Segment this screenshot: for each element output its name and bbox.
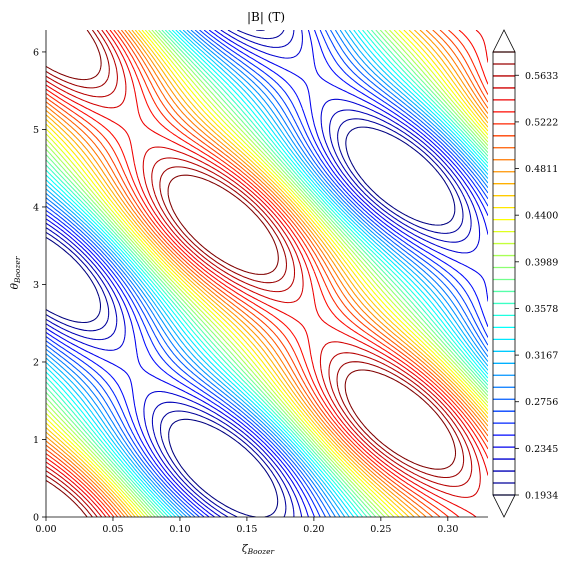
colorbar-tick-label: 0.3578 — [525, 304, 558, 315]
contour-level-19 — [46, 30, 488, 517]
contour-level-0 — [46, 30, 456, 517]
colorbar: 0.1934 0.2345 0.2756 0.3167 0.3578 0.3989 0.44… — [492, 29, 558, 518]
contour-level-14 — [46, 30, 488, 517]
y-tick-label: 5 — [33, 125, 39, 136]
contour-level-11 — [46, 30, 488, 517]
x-tick-label: 0.20 — [303, 524, 324, 535]
contour-level-25 — [46, 30, 488, 517]
colorbar-tick-label: 0.5222 — [525, 117, 558, 128]
contour-level-7 — [46, 30, 488, 517]
x-axis-label: ζBoozer — [242, 543, 275, 556]
contour-level-33 — [46, 30, 488, 517]
contour-level-26 — [46, 30, 488, 517]
contour-level-17 — [46, 30, 488, 517]
contour-level-20 — [46, 30, 488, 517]
y-tick-label: 3 — [33, 280, 39, 291]
colorbar-tick-label: 0.2756 — [525, 397, 558, 408]
y-tick-label: 4 — [33, 202, 39, 213]
contour-level-21 — [46, 30, 488, 517]
contour-level-18 — [46, 30, 488, 517]
contour-level-31 — [46, 30, 488, 517]
contour-level-30 — [46, 30, 488, 517]
contour-level-23 — [46, 30, 488, 517]
x-tick-label: 0.15 — [236, 524, 257, 535]
colorbar-extend-max — [492, 29, 516, 53]
y-axis-label: θBoozer — [9, 256, 22, 289]
contour-level-27 — [46, 30, 488, 517]
x-axis-ticks: 0.00 0.05 0.10 0.15 0.20 0.25 0.30 — [35, 517, 458, 535]
x-tick-label: 0.00 — [35, 524, 56, 535]
contour-level-34 — [46, 30, 481, 517]
contour-level-1 — [46, 30, 464, 517]
contour-level-13 — [46, 30, 488, 517]
contour-level-15 — [46, 30, 488, 517]
colorbar-frame — [492, 51, 516, 496]
colorbar-tick-label: 0.4400 — [525, 211, 558, 222]
contour-level-5 — [46, 30, 488, 517]
x-tick-label: 0.30 — [437, 524, 458, 535]
contour-level-37 — [46, 30, 457, 517]
contour-level-35 — [46, 30, 473, 517]
contour-level-10 — [46, 30, 488, 517]
contour-level-4 — [46, 30, 488, 517]
colorbar-tick-label: 0.2345 — [525, 444, 558, 455]
contour-level-32 — [46, 30, 488, 517]
contour-level-9 — [46, 30, 488, 517]
contour-level-29 — [46, 30, 488, 517]
y-axis-ticks: 0 1 2 3 4 5 6 — [33, 47, 46, 524]
y-tick-label: 1 — [33, 435, 39, 446]
x-tick-label: 0.10 — [169, 524, 190, 535]
contour-level-28 — [46, 30, 488, 517]
contour-level-2 — [46, 30, 472, 517]
colorbar-extend-min — [492, 494, 516, 518]
contour-level-3 — [46, 30, 481, 517]
contour-level-8 — [46, 30, 488, 517]
contour-level-12 — [46, 30, 488, 517]
y-tick-label: 0 — [33, 513, 39, 524]
colorbar-tick-label: 0.4811 — [525, 164, 558, 175]
contour-level-36 — [46, 30, 465, 517]
contour-level-22 — [46, 30, 488, 517]
contour-level-24 — [46, 30, 488, 517]
contour-lines — [46, 30, 488, 517]
y-tick-label: 6 — [33, 47, 39, 58]
contour-level-16 — [46, 30, 488, 517]
chart-title: |B| (T) — [247, 10, 285, 24]
contour-level-6 — [46, 30, 488, 517]
colorbar-tick-label: 0.3989 — [525, 257, 558, 268]
colorbar-tick-label: 0.1934 — [525, 491, 558, 502]
y-tick-label: 2 — [33, 357, 39, 368]
x-tick-label: 0.05 — [102, 524, 123, 535]
x-tick-label: 0.25 — [370, 524, 391, 535]
colorbar-tick-label: 0.5633 — [525, 71, 558, 82]
colorbar-tick-label: 0.3167 — [525, 351, 558, 362]
